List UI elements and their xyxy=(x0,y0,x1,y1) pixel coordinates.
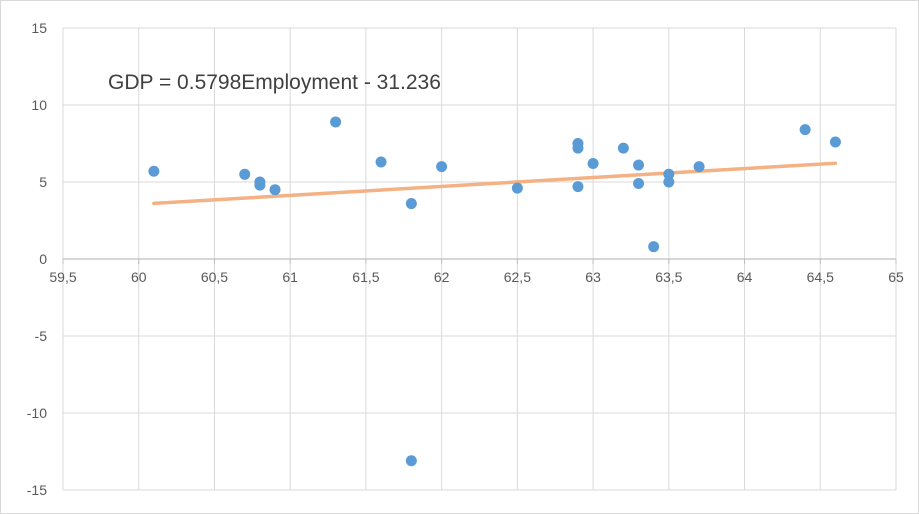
y-tick-label: 5 xyxy=(39,174,47,190)
y-tick-label: 15 xyxy=(31,20,47,36)
x-tick-label: 64,5 xyxy=(807,269,834,285)
data-points xyxy=(148,116,841,467)
y-tick-label: -5 xyxy=(35,328,48,344)
x-tick-labels: 59,5 60 60,5 61 61,5 62 62,5 63 63,5 64 64,5 65 xyxy=(49,269,904,285)
data-point xyxy=(587,158,599,170)
x-tick-label: 63,5 xyxy=(655,269,682,285)
data-point xyxy=(617,142,629,154)
data-point xyxy=(693,161,705,173)
data-point xyxy=(633,159,645,171)
trendline-equation: GDP = 0.5798Employment - 31.236 xyxy=(108,71,441,94)
data-point xyxy=(405,198,417,210)
data-point xyxy=(375,156,387,168)
y-tick-labels: 15 10 5 0 -5 -10 -15 xyxy=(27,20,47,498)
data-point xyxy=(572,142,584,154)
x-tick-label: 59,5 xyxy=(49,269,76,285)
data-point xyxy=(663,168,675,180)
y-tick-label: 10 xyxy=(31,97,47,113)
data-point xyxy=(572,181,584,193)
data-point xyxy=(254,179,266,191)
data-point xyxy=(511,182,523,194)
x-tick-label: 61 xyxy=(282,269,298,285)
data-point xyxy=(405,455,417,467)
data-point xyxy=(648,241,660,253)
data-point xyxy=(148,165,160,177)
data-point xyxy=(799,124,811,136)
data-point xyxy=(663,176,675,188)
data-point xyxy=(269,184,281,196)
data-point xyxy=(239,168,251,180)
data-point xyxy=(330,116,342,128)
x-tick-label: 64 xyxy=(737,269,753,285)
data-point xyxy=(829,136,841,148)
trendline xyxy=(152,161,838,206)
trendline-layer xyxy=(152,161,838,206)
data-point xyxy=(436,161,448,173)
x-tick-label: 62,5 xyxy=(504,269,531,285)
x-tick-label: 61,5 xyxy=(352,269,379,285)
x-tick-label: 60,5 xyxy=(201,269,228,285)
x-tick-label: 63 xyxy=(585,269,601,285)
x-tick-label: 65 xyxy=(888,269,904,285)
y-tick-label: 0 xyxy=(39,251,47,267)
x-tick-label: 60 xyxy=(131,269,147,285)
y-tick-label: -15 xyxy=(27,482,47,498)
x-tick-label: 62 xyxy=(434,269,450,285)
data-point xyxy=(633,178,645,190)
y-tick-label: -10 xyxy=(27,405,47,421)
x-axis-line xyxy=(62,258,897,264)
